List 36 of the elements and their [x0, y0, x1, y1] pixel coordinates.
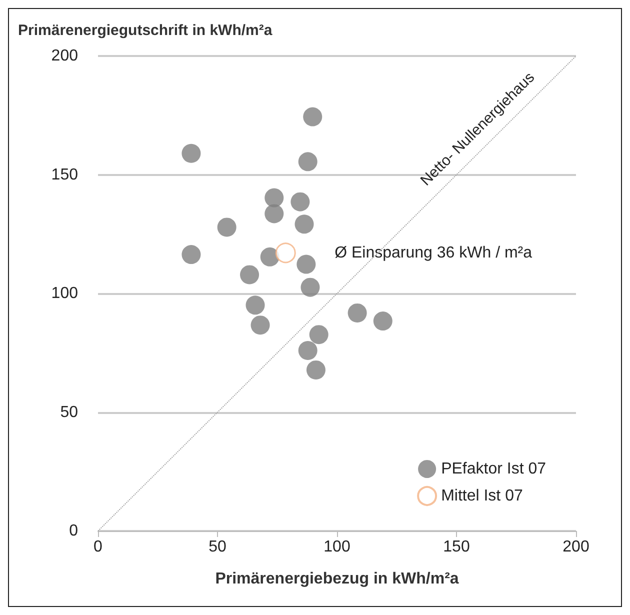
- point: [306, 360, 326, 380]
- point: [309, 325, 328, 344]
- point: [296, 254, 316, 274]
- point: [217, 218, 236, 237]
- point: [298, 152, 318, 172]
- x-tick-label: 200: [562, 538, 590, 556]
- legend-label: PEfaktor Ist 07: [441, 460, 546, 478]
- point: [298, 341, 318, 360]
- y-tick-label: 100: [51, 285, 78, 302]
- y-axis-title: Primärenergiegutschrift in kWh/m²a: [18, 22, 273, 39]
- x-tick-label: 0: [94, 538, 103, 556]
- point: [373, 312, 392, 331]
- y-tick-label: 200: [51, 48, 78, 64]
- point: [182, 245, 201, 264]
- x-tick-label: 150: [443, 538, 470, 556]
- y-tick-label: 50: [60, 404, 78, 421]
- x-axis-title: Primärenergiebezug in kWh/m²a: [215, 570, 459, 588]
- point: [348, 303, 367, 322]
- point: [275, 242, 296, 264]
- point: [250, 316, 270, 335]
- point: [182, 144, 201, 163]
- point: [246, 296, 265, 315]
- y-tick-label: 150: [51, 166, 78, 184]
- point: [294, 214, 314, 234]
- point: [240, 265, 260, 284]
- point: [303, 107, 322, 126]
- y-tick-label: 0: [69, 522, 78, 540]
- point: [290, 192, 310, 212]
- x-tick-label: 50: [208, 538, 226, 556]
- point: [260, 247, 280, 266]
- legend-label: Mittel Ist 07: [441, 488, 523, 504]
- x-tick-label: 100: [324, 538, 350, 556]
- point: [300, 278, 320, 297]
- point: [264, 204, 284, 224]
- point: [264, 188, 284, 208]
- annotation: Ø Einsparung 36 kWh / m²a: [334, 244, 532, 262]
